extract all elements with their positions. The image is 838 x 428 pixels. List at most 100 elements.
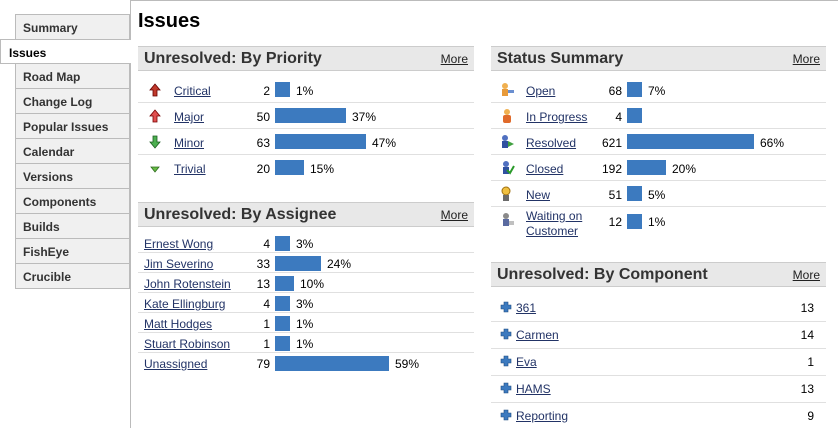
status-bar bbox=[627, 134, 754, 149]
priority-more-link[interactable]: More bbox=[440, 52, 468, 66]
assignee-percent: 59% bbox=[395, 357, 420, 371]
status-link[interactable]: In Progress bbox=[526, 110, 588, 124]
priority-row: Major 50 37% bbox=[138, 103, 474, 129]
status-bar bbox=[627, 186, 642, 201]
priority-count: 2 bbox=[263, 84, 270, 98]
priority-panel-title: Unresolved: By Priority bbox=[144, 50, 322, 67]
sidebar-tab-road-map[interactable]: Road Map bbox=[15, 64, 130, 89]
component-panel-title: Unresolved: By Component bbox=[497, 266, 708, 283]
priority-panel-header: Unresolved: By Priority More bbox=[138, 46, 474, 71]
status-percent: 20% bbox=[672, 162, 697, 176]
status-panel-header: Status Summary More bbox=[491, 46, 826, 71]
component-link[interactable]: Reporting bbox=[516, 409, 569, 423]
component-row: Eva 1 bbox=[491, 349, 826, 376]
open-status-icon bbox=[499, 82, 514, 96]
sidebar-tab-change-log[interactable]: Change Log bbox=[15, 89, 130, 114]
status-row: Waiting on Customer 12 1% bbox=[491, 207, 826, 241]
priority-link[interactable]: Major bbox=[174, 110, 205, 124]
priority-link[interactable]: Trivial bbox=[174, 162, 206, 176]
priority-percent: 37% bbox=[352, 110, 377, 124]
assignee-link[interactable]: Unassigned bbox=[144, 357, 208, 371]
status-row: In Progress 4 bbox=[491, 103, 826, 129]
component-more-link[interactable]: More bbox=[792, 268, 820, 282]
assignee-count: 4 bbox=[263, 297, 270, 311]
component-icon bbox=[499, 381, 513, 395]
status-percent: 7% bbox=[648, 84, 666, 98]
content-top-border bbox=[130, 0, 838, 1]
status-count: 12 bbox=[608, 215, 622, 229]
assignee-row: Stuart Robinson 1 1% bbox=[138, 333, 474, 353]
priority-count: 50 bbox=[256, 110, 270, 124]
component-link[interactable]: Eva bbox=[516, 355, 537, 369]
sidebar-tab-components[interactable]: Components bbox=[15, 189, 130, 214]
assignee-count: 1 bbox=[263, 337, 270, 351]
priority-percent: 15% bbox=[310, 162, 335, 176]
assignee-row: John Rotenstein 13 10% bbox=[138, 273, 474, 293]
assignee-link[interactable]: Ernest Wong bbox=[144, 237, 214, 251]
assignee-percent: 3% bbox=[296, 237, 314, 251]
component-icon bbox=[499, 300, 513, 314]
priority-link[interactable]: Minor bbox=[174, 136, 205, 150]
assignee-row: Kate Ellingburg 4 3% bbox=[138, 293, 474, 313]
in-progress-status-icon bbox=[499, 108, 513, 123]
priority-link[interactable]: Critical bbox=[174, 84, 211, 98]
status-link[interactable]: Resolved bbox=[526, 136, 577, 150]
sidebar-tab-popular-issues[interactable]: Popular Issues bbox=[15, 114, 130, 139]
priority-bar bbox=[275, 82, 290, 97]
sidebar-tab-issues[interactable]: Issues bbox=[0, 39, 131, 64]
assignee-row: Unassigned 79 59% bbox=[138, 353, 474, 373]
sidebar-tab-versions[interactable]: Versions bbox=[15, 164, 130, 189]
status-count: 621 bbox=[601, 136, 622, 150]
assignee-row: Ernest Wong 4 3% bbox=[138, 233, 474, 253]
sidebar-tab-builds[interactable]: Builds bbox=[15, 214, 130, 239]
component-icon bbox=[499, 327, 513, 341]
assignee-link[interactable]: Matt Hodges bbox=[144, 317, 213, 331]
status-bar bbox=[627, 82, 642, 97]
assignee-row: Matt Hodges 1 1% bbox=[138, 313, 474, 333]
assignee-bar bbox=[275, 336, 290, 351]
component-link[interactable]: Carmen bbox=[516, 328, 559, 342]
sidebar-tab-summary[interactable]: Summary bbox=[15, 14, 130, 40]
component-link[interactable]: 361 bbox=[516, 301, 537, 315]
priority-bar bbox=[275, 134, 366, 149]
priority-row: Trivial 20 15% bbox=[138, 155, 474, 181]
sidebar-tab-crucible[interactable]: Crucible bbox=[15, 264, 130, 289]
new-status-icon bbox=[499, 186, 513, 201]
minor-priority-icon bbox=[148, 135, 162, 149]
content-left-border bbox=[130, 0, 131, 428]
assignee-panel: Unresolved: By Assignee More Ernest Wong… bbox=[138, 202, 474, 382]
project-sidebar: Summary Issues Road Map Change Log Popular I… bbox=[0, 0, 131, 428]
component-count: 1 bbox=[807, 355, 814, 369]
assignee-count: 4 bbox=[263, 237, 270, 251]
component-count: 9 bbox=[807, 409, 814, 423]
assignee-link[interactable]: Jim Severino bbox=[144, 257, 214, 271]
major-priority-icon bbox=[148, 109, 162, 123]
status-link[interactable]: Closed bbox=[526, 162, 564, 176]
status-link[interactable]: Open bbox=[526, 84, 556, 98]
priority-bar bbox=[275, 108, 346, 123]
status-percent: 66% bbox=[760, 136, 785, 150]
status-more-link[interactable]: More bbox=[792, 52, 820, 66]
assignee-link[interactable]: Kate Ellingburg bbox=[144, 297, 226, 311]
assignee-count: 33 bbox=[256, 257, 270, 271]
assignee-percent: 24% bbox=[327, 257, 352, 271]
priority-bar bbox=[275, 160, 304, 175]
status-count: 192 bbox=[601, 162, 622, 176]
status-row: Open 68 7% bbox=[491, 77, 826, 103]
trivial-priority-icon bbox=[148, 161, 162, 175]
status-link[interactable]: Waiting on Customer bbox=[526, 209, 582, 239]
sidebar-tab-calendar[interactable]: Calendar bbox=[15, 139, 130, 164]
assignee-bar bbox=[275, 256, 321, 271]
assignee-bar bbox=[275, 236, 290, 251]
sidebar-tab-fisheye[interactable]: FishEye bbox=[15, 239, 130, 264]
resolved-status-icon bbox=[499, 134, 514, 148]
status-link-line1: Waiting on bbox=[526, 209, 583, 223]
assignee-more-link[interactable]: More bbox=[440, 208, 468, 222]
status-bar bbox=[627, 214, 642, 229]
status-link[interactable]: New bbox=[526, 188, 551, 202]
component-link[interactable]: HAMS bbox=[516, 382, 551, 396]
assignee-link[interactable]: John Rotenstein bbox=[144, 277, 231, 291]
page-title: Issues bbox=[138, 10, 201, 32]
assignee-count: 79 bbox=[256, 357, 270, 371]
assignee-link[interactable]: Stuart Robinson bbox=[144, 337, 231, 351]
